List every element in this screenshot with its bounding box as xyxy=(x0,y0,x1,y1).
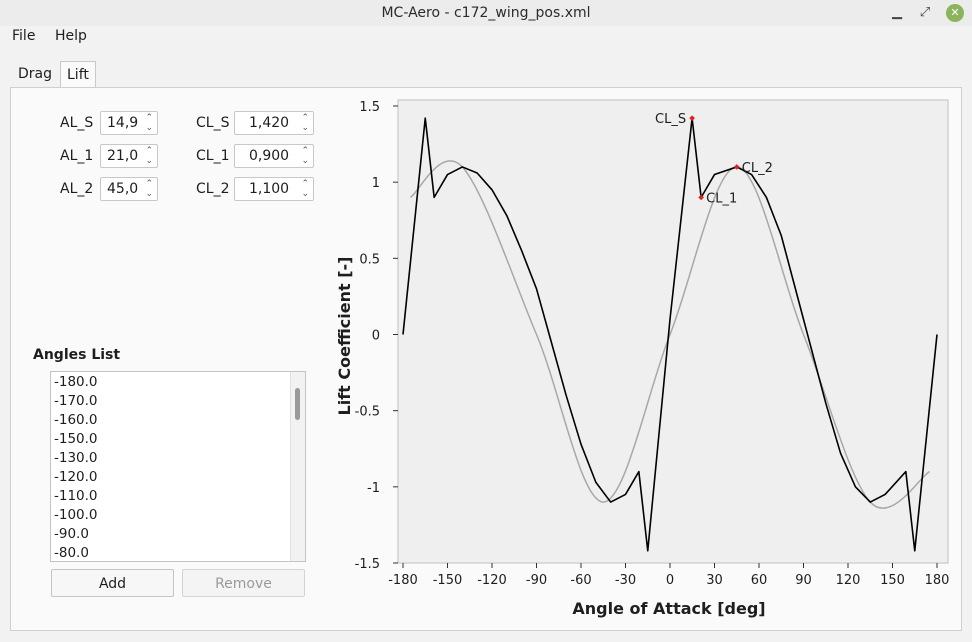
x-tick-label: 150 xyxy=(880,573,905,588)
spin-up-icon[interactable]: ⌃ xyxy=(301,179,309,189)
x-tick-label: -30 xyxy=(615,573,636,588)
spin-up-icon[interactable]: ⌃ xyxy=(301,113,309,123)
x-tick-label: -90 xyxy=(526,573,547,588)
list-item[interactable]: -180.0 xyxy=(54,374,98,390)
tab-drag[interactable]: Drag xyxy=(18,66,53,82)
title-bar: MC-Aero - c172_wing_pos.xml ▁ ⤢ ✕ xyxy=(0,0,972,26)
spin-down-icon[interactable]: ⌄ xyxy=(301,123,309,133)
angles-listbox[interactable]: -180.0 -170.0 -160.0 -150.0 -130.0 -120.… xyxy=(50,371,306,562)
series-line-gray xyxy=(409,160,931,509)
list-scrollbar[interactable] xyxy=(290,372,305,561)
y-tick-label: 1.5 xyxy=(359,100,380,115)
al-s-label: AL_S xyxy=(60,115,94,131)
menu-bar: File Help xyxy=(0,26,972,48)
series-line-black xyxy=(402,117,938,552)
spin-down-icon[interactable]: ⌄ xyxy=(301,156,309,166)
lift-chart: -180 -150 -120 -90 -60 -30 0 30 60 90 120 150 180 -1.… xyxy=(335,99,950,618)
tab-lift[interactable]: Lift xyxy=(60,61,96,88)
cl-2-label: CL_2 xyxy=(196,181,230,197)
al-1-label: AL_1 xyxy=(60,148,94,164)
restore-icon[interactable]: ⤢ xyxy=(919,5,931,20)
x-tick-label: 120 xyxy=(836,573,861,588)
cl-1-value: 0,900 xyxy=(249,148,290,164)
spin-up-icon[interactable]: ⌃ xyxy=(145,179,153,189)
add-button[interactable]: Add xyxy=(51,569,174,597)
cl-2-value: 1,100 xyxy=(249,181,290,197)
al-s-value: 14,9 xyxy=(107,115,139,131)
list-item[interactable]: -160.0 xyxy=(54,412,98,428)
x-tick-label: -60 xyxy=(570,573,591,588)
cl-1-label: CL_1 xyxy=(196,148,230,164)
y-tick-label: -0.5 xyxy=(355,405,380,420)
menu-help[interactable]: Help xyxy=(55,28,87,44)
spin-up-icon[interactable]: ⌃ xyxy=(145,113,153,123)
y-axis-label: Lift Coefficient [-] xyxy=(335,257,354,416)
marks: CL_S CL_1 CL_2 xyxy=(402,112,938,552)
spin-down-icon[interactable]: ⌄ xyxy=(301,189,309,199)
x-tick-label: 0 xyxy=(666,573,674,588)
y-tick-label: 0.5 xyxy=(359,252,380,267)
y-tick-label: -1 xyxy=(367,481,380,496)
list-item[interactable]: -100.0 xyxy=(54,507,98,523)
list-item[interactable]: -150.0 xyxy=(54,431,98,447)
annotation-cl-1: CL_1 xyxy=(706,191,737,206)
spin-down-icon[interactable]: ⌄ xyxy=(145,123,153,133)
minimize-icon[interactable]: ▁ xyxy=(892,5,902,20)
annotation-cl-s: CL_S xyxy=(655,112,686,127)
cl-1-spinbox[interactable]: 0,900 ⌃ ⌄ xyxy=(234,144,314,168)
menu-file[interactable]: File xyxy=(12,28,36,44)
al-s-spinbox[interactable]: 14,9 ⌃ ⌄ xyxy=(100,111,158,135)
list-item[interactable]: -110.0 xyxy=(54,488,98,504)
cl-s-value: 1,420 xyxy=(249,115,290,131)
cl-s-label: CL_S xyxy=(196,115,230,131)
spin-down-icon[interactable]: ⌄ xyxy=(145,189,153,199)
al-2-spinbox[interactable]: 45,0 ⌃ ⌄ xyxy=(100,177,158,201)
close-icon[interactable]: ✕ xyxy=(946,4,964,22)
x-tick-label: 60 xyxy=(751,573,768,588)
list-item[interactable]: -170.0 xyxy=(54,393,98,409)
al-2-value: 45,0 xyxy=(107,181,139,197)
y-tick-label: 0 xyxy=(372,329,380,344)
al-1-value: 21,0 xyxy=(107,148,139,164)
list-item[interactable]: -90.0 xyxy=(54,526,89,542)
x-tick-label: 180 xyxy=(925,573,950,588)
list-item[interactable]: -80.0 xyxy=(54,545,89,561)
annotation-cl-2: CL_2 xyxy=(742,161,773,176)
list-item[interactable]: -120.0 xyxy=(54,469,98,485)
x-tick-label: 90 xyxy=(795,573,812,588)
marker-cl-2 xyxy=(733,164,740,170)
spin-up-icon[interactable]: ⌃ xyxy=(145,146,153,156)
scrollbar-thumb[interactable] xyxy=(295,388,300,420)
marker-cl-1 xyxy=(698,194,704,201)
x-tick-label: -120 xyxy=(477,573,507,588)
x-tick-label: 30 xyxy=(706,573,723,588)
cl-s-spinbox[interactable]: 1,420 ⌃ ⌄ xyxy=(234,111,314,135)
list-item[interactable]: -130.0 xyxy=(54,450,98,466)
spin-down-icon[interactable]: ⌄ xyxy=(145,156,153,166)
x-tick-label: -180 xyxy=(388,573,418,588)
al-1-spinbox[interactable]: 21,0 ⌃ ⌄ xyxy=(100,144,158,168)
plot-area xyxy=(397,99,949,564)
y-tick-label: 1 xyxy=(372,176,380,191)
al-2-label: AL_2 xyxy=(60,181,94,197)
remove-button[interactable]: Remove xyxy=(182,569,305,597)
window-title: MC-Aero - c172_wing_pos.xml xyxy=(381,5,591,21)
angles-list-title: Angles List xyxy=(33,347,121,363)
cl-2-spinbox[interactable]: 1,100 ⌃ ⌄ xyxy=(234,177,314,201)
y-tick-label: -1.5 xyxy=(355,557,380,572)
x-axis-label: Angle of Attack [deg] xyxy=(572,599,765,618)
spin-up-icon[interactable]: ⌃ xyxy=(301,146,309,156)
x-tick-label: -150 xyxy=(433,573,463,588)
axes: -180 -150 -120 -90 -60 -30 0 30 60 90 120 150 180 -1.… xyxy=(355,100,950,588)
